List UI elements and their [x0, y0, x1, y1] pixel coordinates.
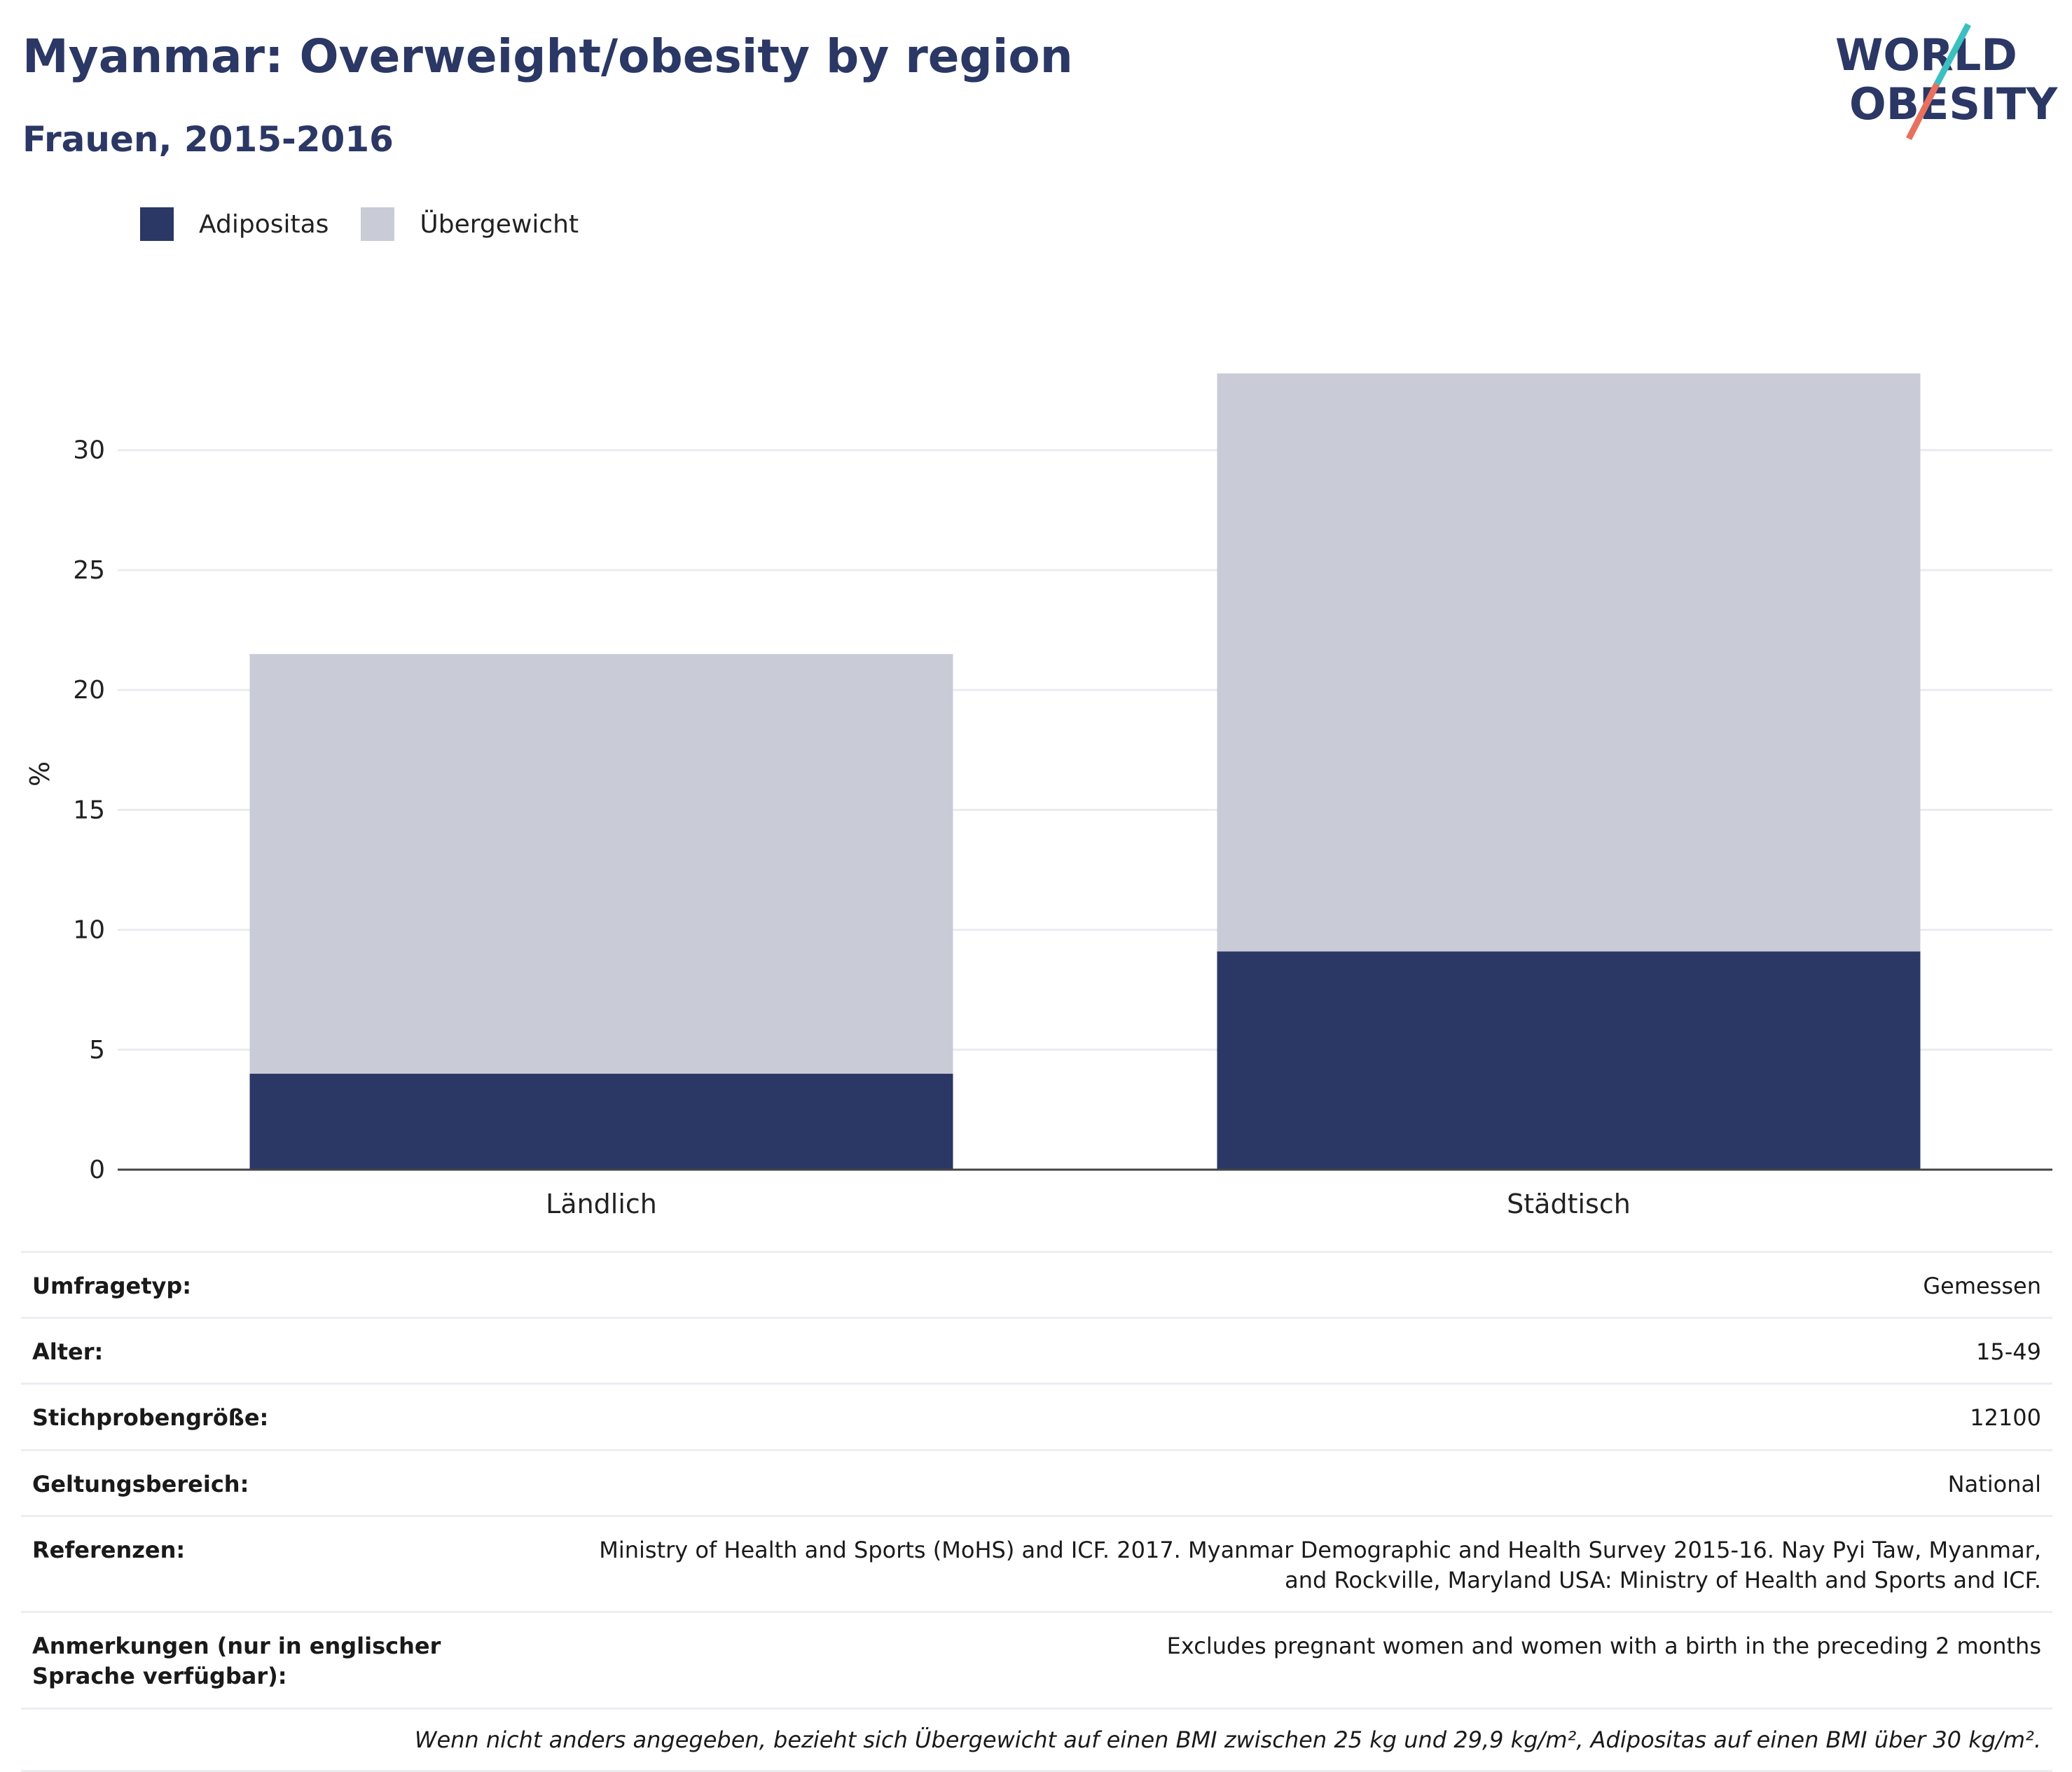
legend-label-adipositas: Adipositas: [199, 209, 329, 239]
logo-slash-lower: [1905, 82, 1940, 141]
bar-adipositas-0: [249, 1074, 953, 1170]
info-row-references: Referenzen: Ministry of Health and Sport…: [21, 1514, 2052, 1611]
chart-title: Myanmar: Overweight/obesity by region: [22, 29, 1073, 83]
logo-slash-upper: [1934, 22, 1971, 86]
bar-uebergewicht-0: [249, 653, 953, 1074]
info-label: Alter:: [32, 1338, 104, 1366]
y-axis-label: %: [25, 761, 55, 787]
y-tick-label: 15: [73, 796, 105, 824]
info-row-age: Alter: 15-49: [21, 1317, 2052, 1383]
info-label: Geltungsbereich:: [32, 1470, 249, 1497]
legend-swatch-uebergewicht: [361, 207, 395, 241]
info-label: Umfragetyp:: [32, 1273, 192, 1299]
info-row-scope: Geltungsbereich: National: [21, 1448, 2052, 1515]
y-tick-label: 0: [89, 1156, 105, 1184]
y-tick-label: 25: [73, 556, 105, 585]
legend-label-uebergewicht: Übergewicht: [420, 209, 579, 239]
chart-legend: Adipositas Übergewicht: [140, 207, 611, 241]
world-obesity-logo: WORLD OBESITY: [1835, 22, 2058, 141]
info-row-sample-size: Stichprobengröße: 12100: [21, 1383, 2052, 1448]
bar-uebergewicht-1: [1217, 373, 1921, 952]
info-value: National: [1947, 1470, 2041, 1497]
x-tick-label: Städtisch: [1507, 1189, 1631, 1219]
legend-item-adipositas[interactable]: Adipositas: [140, 207, 329, 241]
info-value: 15-49: [1976, 1338, 2041, 1366]
y-tick-label: 30: [73, 436, 105, 465]
info-value: 12100: [1970, 1404, 2041, 1432]
y-tick-label: 20: [73, 676, 105, 705]
stacked-bar-chart: 0 5 10 15 20 25 30% Ländlich Städtisch: [25, 373, 2052, 1219]
legend-item-uebergewicht[interactable]: Übergewicht: [361, 207, 579, 241]
y-tick-label: 5: [89, 1036, 105, 1065]
info-label: Anmerkungen (nur in englischer Sprache v…: [32, 1633, 441, 1690]
survey-info-table: Umfragetyp: Gemessen Alter: 15-49 Stichp…: [21, 1251, 2052, 1772]
legend-swatch-adipositas: [140, 207, 174, 241]
info-row-notes: Anmerkungen (nur in englischer Sprache v…: [21, 1611, 2052, 1707]
x-tick-label: Ländlich: [546, 1189, 657, 1219]
info-value: Gemessen: [1923, 1273, 2041, 1299]
y-tick-label: 10: [73, 916, 105, 945]
info-label: Referenzen:: [32, 1536, 186, 1563]
chart-subtitle: Frauen, 2015-2016: [22, 119, 394, 160]
bar-adipositas-1: [1217, 951, 1921, 1170]
info-value: Excludes pregnant women and women with a…: [1166, 1633, 2041, 1660]
info-label: Stichprobengröße:: [32, 1404, 269, 1432]
definition-footnote: Wenn nicht anders angegeben, bezieht sic…: [21, 1707, 2052, 1772]
info-value: Ministry of Health and Sports (MoHS) and…: [599, 1536, 2041, 1593]
info-row-survey-type: Umfragetyp: Gemessen: [21, 1251, 2052, 1317]
logo-line2: OBESITY: [1849, 78, 2058, 130]
logo-line1: WORLD: [1835, 29, 2017, 81]
